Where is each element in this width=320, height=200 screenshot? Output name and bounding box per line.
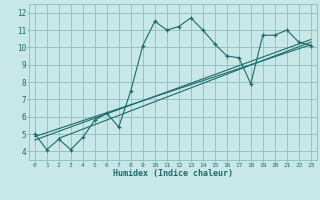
X-axis label: Humidex (Indice chaleur): Humidex (Indice chaleur) — [113, 169, 233, 178]
